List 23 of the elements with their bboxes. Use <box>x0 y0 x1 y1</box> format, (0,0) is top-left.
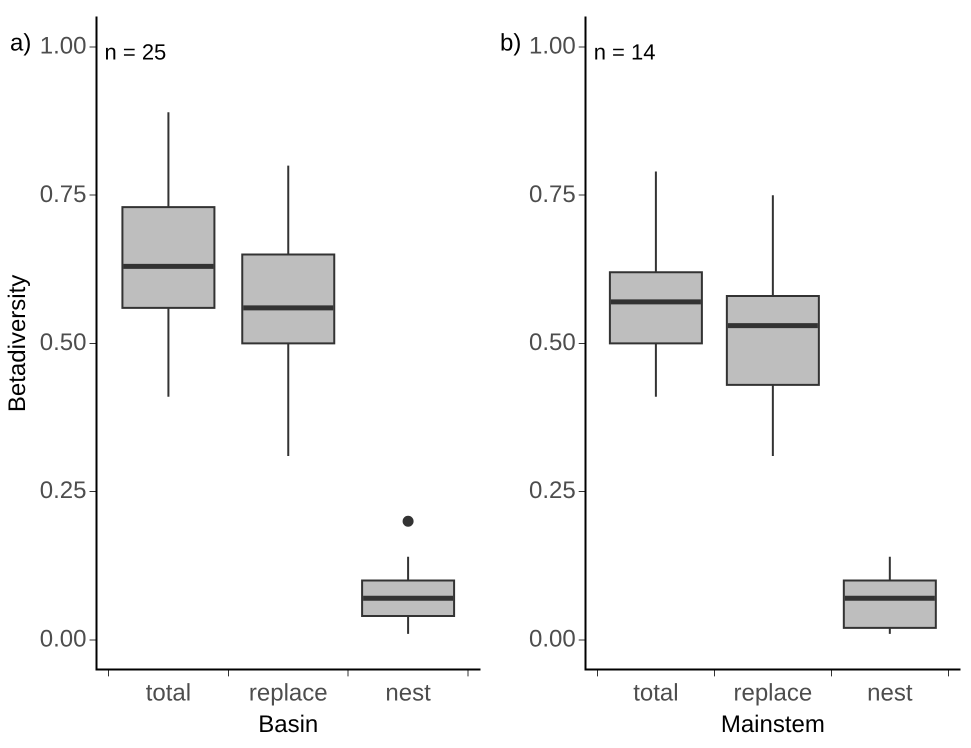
x-tick-label: nest <box>385 679 432 706</box>
y-tick-label: 0.00 <box>528 625 576 652</box>
y-tick-label: 0.00 <box>40 625 87 652</box>
x-axis-title: Basin <box>258 711 318 738</box>
annotation: n = 14 <box>594 39 656 64</box>
x-tick-label: nest <box>867 679 913 706</box>
y-axis-title: Betadiversity <box>4 274 32 412</box>
x-tick-label: total <box>146 679 192 706</box>
y-tick-label: 0.50 <box>528 329 576 356</box>
x-tick-label: replace <box>248 679 328 706</box>
y-tick-label: 1.00 <box>40 32 87 60</box>
y-tick-label: 0.75 <box>528 180 576 208</box>
text: b) <box>500 30 522 57</box>
y-tick-label: 0.25 <box>40 477 87 504</box>
y-tick-label: 1.00 <box>528 32 576 60</box>
x-tick-label: replace <box>733 679 812 706</box>
x-axis-title: Mainstem <box>720 711 825 738</box>
y-tick-label: 0.25 <box>528 477 576 504</box>
text: a) <box>10 30 32 57</box>
x-tick-label: total <box>633 679 679 706</box>
y-tick-label: 0.50 <box>40 329 87 356</box>
y-tick-label: 0.75 <box>40 180 87 208</box>
annotation: n = 25 <box>104 39 166 64</box>
